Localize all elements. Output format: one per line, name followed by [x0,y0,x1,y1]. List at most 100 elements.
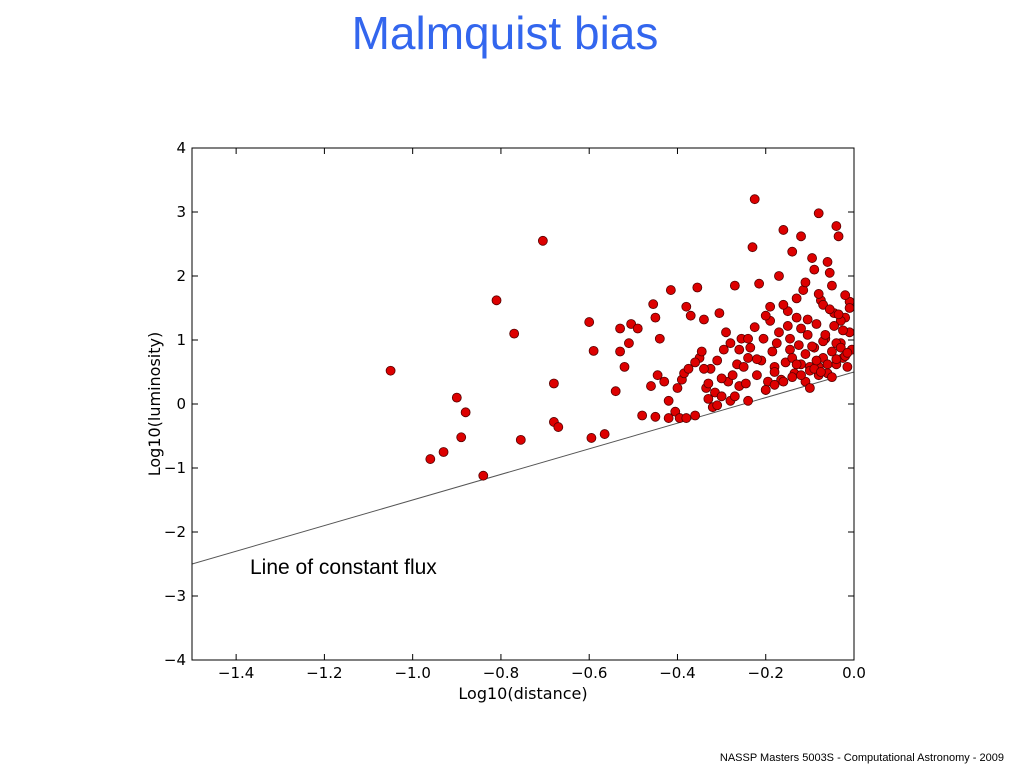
data-point [749,322,760,333]
data-point [827,346,837,357]
data-point [646,381,656,391]
data-point [829,321,840,331]
data-point [769,379,780,390]
data-point [765,301,776,312]
data-point [716,373,727,384]
data-point [537,235,548,246]
data-point [734,344,745,355]
data-point [791,359,802,370]
data-point [743,353,753,363]
data-point [650,312,661,323]
reference-line-label: Line of constant flux [250,556,437,579]
y-tick-label: −1 [164,459,186,477]
y-tick-label: 1 [176,331,186,349]
data-point [615,323,625,334]
data-point [681,301,692,312]
y-tick-label: −4 [164,651,186,669]
constant-flux-line [192,371,854,565]
data-point [584,317,595,327]
data-point [833,231,844,242]
data-point [793,340,804,351]
data-point [778,225,789,235]
data-point [754,278,765,289]
data-point [718,344,729,355]
data-point [774,327,784,338]
data-point [738,361,749,372]
data-point [637,410,648,421]
plot-area [192,148,854,660]
data-point [663,395,674,406]
data-point [610,386,621,397]
data-point [769,367,780,377]
data-point [652,370,663,381]
data-point [745,342,756,353]
data-point [712,400,723,411]
data-point [721,327,731,338]
x-tick-label: −0.8 [483,664,519,682]
data-point [816,367,826,377]
x-tick-label: −1.4 [218,664,254,682]
data-point [833,309,844,320]
data-point [813,208,824,219]
data-point [774,271,784,281]
data-point [478,470,489,481]
data-point [703,378,714,389]
data-point [785,344,795,355]
x-axis: −1.4 −1.2 −1.0 −0.8 −0.6 −0.4 −0.2 0.0 [218,148,866,682]
x-tick-label: −0.2 [748,664,784,682]
x-tick-label: −1.0 [394,664,430,682]
data-point [425,454,436,464]
slide-title: Malmquist bias [351,7,659,59]
data-point [787,372,798,383]
data-point [796,231,806,242]
data-point [632,323,643,334]
data-point [456,432,467,443]
data-point [818,299,829,310]
data-point [740,378,751,389]
data-point [785,333,795,344]
data-point [729,391,740,402]
data-point [831,354,842,365]
x-tick-label: 0.0 [842,664,866,682]
data-point [787,246,798,257]
data-point [548,378,559,389]
data-point [648,299,659,310]
data-point [822,257,833,267]
data-point [838,325,848,336]
data-points-layer [385,194,854,481]
data-point [703,393,714,404]
data-point [615,346,625,357]
data-point [588,345,599,356]
data-point [780,357,791,368]
data-point [716,391,727,402]
data-point [699,314,709,325]
data-point [729,280,740,291]
data-point [685,310,696,321]
data-point [599,429,610,439]
data-point [515,434,526,445]
data-point [663,413,674,423]
data-point [835,342,846,353]
data-point [802,314,813,325]
data-point [509,328,520,339]
data-point [844,303,854,313]
data-point [659,376,670,387]
data-point [824,304,835,315]
data-point [758,333,769,344]
x-tick-label: −1.2 [306,664,342,682]
data-point [800,349,811,359]
y-axis: −4 −3 −2 −1 0 1 2 3 4 [164,139,854,669]
data-point [438,447,449,457]
data-point [791,312,802,323]
data-point [824,267,835,278]
slide-footer: NASSP Masters 5003S - Computational Astr… [719,752,1004,764]
data-point [842,361,853,372]
data-point [807,253,817,263]
data-point [809,264,820,275]
data-point [491,295,502,306]
data-point [807,341,817,352]
data-point [752,370,762,381]
data-point [771,338,782,349]
data-point [690,410,701,421]
